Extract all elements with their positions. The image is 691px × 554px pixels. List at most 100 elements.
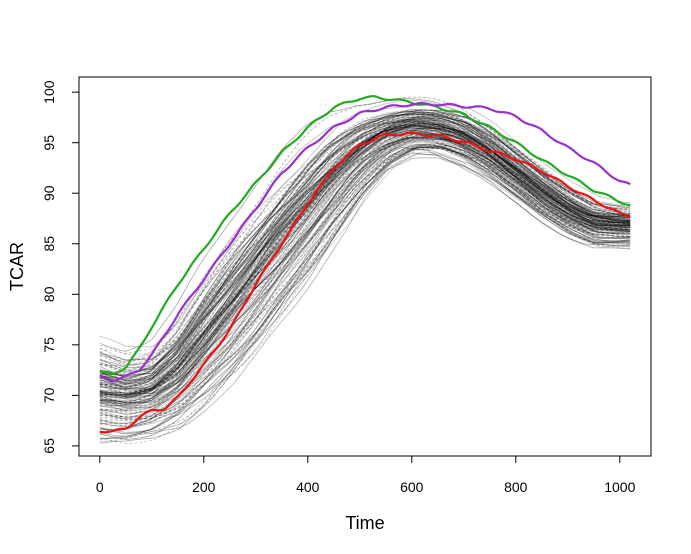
background-curve xyxy=(99,113,631,390)
background-curve xyxy=(99,127,631,395)
background-curve xyxy=(99,129,631,399)
background-curve xyxy=(99,121,631,381)
background-curve xyxy=(99,111,631,367)
background-curve xyxy=(99,120,631,373)
background-curve xyxy=(99,120,631,381)
background-curve xyxy=(99,137,631,407)
background-curve xyxy=(99,109,631,370)
background-curve xyxy=(99,137,631,399)
background-curve xyxy=(99,148,631,430)
background-curve xyxy=(99,122,631,379)
background-curve xyxy=(99,118,631,378)
background-curve xyxy=(99,122,631,394)
y-axis-title: TCAR xyxy=(7,242,27,291)
series-line-green xyxy=(99,95,631,375)
background-curve xyxy=(99,112,631,361)
background-curve xyxy=(99,136,631,408)
y-tick-label: 90 xyxy=(41,185,57,201)
background-curve xyxy=(99,115,631,381)
background-curve xyxy=(99,131,631,404)
y-tick-label: 100 xyxy=(41,80,57,104)
x-tick-label: 200 xyxy=(192,479,216,495)
background-curve xyxy=(99,132,631,406)
background-curve xyxy=(99,111,631,378)
background-curve xyxy=(99,110,631,355)
background-curve xyxy=(99,109,631,355)
background-curve xyxy=(99,146,631,440)
background-curve xyxy=(99,127,631,381)
background-curve xyxy=(99,143,631,430)
background-curve xyxy=(99,114,631,388)
background-curve xyxy=(99,110,631,373)
background-curve xyxy=(99,144,631,434)
background-curve xyxy=(99,126,631,382)
y-tick-label: 80 xyxy=(41,286,57,302)
background-curve xyxy=(99,131,631,396)
background-curve xyxy=(99,152,631,432)
background-curve xyxy=(99,146,631,420)
background-curve xyxy=(99,137,631,426)
background-curve xyxy=(99,117,631,395)
background-curve xyxy=(99,147,631,434)
background-curve xyxy=(99,118,631,397)
background-curve xyxy=(99,117,631,382)
y-tick-label: 65 xyxy=(41,438,57,454)
background-curve xyxy=(99,127,631,394)
background-curve xyxy=(99,153,631,440)
background-curve xyxy=(99,96,631,364)
background-curve xyxy=(99,128,631,412)
background-curve xyxy=(99,113,631,377)
background-curve xyxy=(99,139,631,412)
x-tick-label: 1000 xyxy=(604,479,635,495)
background-curve xyxy=(99,117,631,376)
background-curve xyxy=(99,125,631,405)
background-curve xyxy=(99,137,631,410)
background-curve xyxy=(99,129,631,389)
background-curve xyxy=(99,143,631,418)
background-curve xyxy=(99,134,631,405)
background-curve xyxy=(99,111,631,369)
background-curve xyxy=(99,145,631,422)
background-curve xyxy=(99,128,631,388)
background-curve xyxy=(99,115,631,390)
background-curve xyxy=(99,148,631,444)
x-axis: 0 200 400 600 800 1000 xyxy=(96,455,636,495)
background-curve xyxy=(99,125,631,403)
background-curve xyxy=(99,136,631,415)
background-curve xyxy=(99,126,631,396)
background-curve xyxy=(99,138,631,404)
background-curve xyxy=(99,136,631,408)
background-curve xyxy=(99,133,631,391)
x-tick-label: 600 xyxy=(400,479,424,495)
y-tick-label: 95 xyxy=(41,135,57,151)
background-curve xyxy=(99,132,631,419)
background-curve xyxy=(99,123,631,385)
highlighted-series xyxy=(99,95,631,434)
background-curve xyxy=(99,123,631,397)
background-curve xyxy=(99,120,631,376)
background-curve xyxy=(99,122,631,380)
background-curve xyxy=(99,129,631,392)
background-curve xyxy=(99,145,631,424)
background-curves xyxy=(99,96,631,444)
background-curve xyxy=(99,126,631,409)
background-curve xyxy=(99,121,631,400)
background-curve xyxy=(99,123,631,397)
background-curve xyxy=(99,130,631,412)
background-curve xyxy=(99,146,631,443)
background-curve xyxy=(99,145,631,435)
background-curve xyxy=(99,111,631,367)
background-curve xyxy=(99,124,631,386)
background-curve xyxy=(99,118,631,384)
background-curve xyxy=(99,121,631,388)
series-line-purple xyxy=(99,102,631,383)
background-curve xyxy=(99,138,631,404)
background-curve xyxy=(99,127,631,394)
background-curve xyxy=(99,124,631,380)
background-curve xyxy=(99,120,631,399)
x-tick-label: 400 xyxy=(296,479,320,495)
background-curve xyxy=(99,146,631,433)
background-curve xyxy=(99,125,631,390)
background-curve xyxy=(99,115,631,383)
